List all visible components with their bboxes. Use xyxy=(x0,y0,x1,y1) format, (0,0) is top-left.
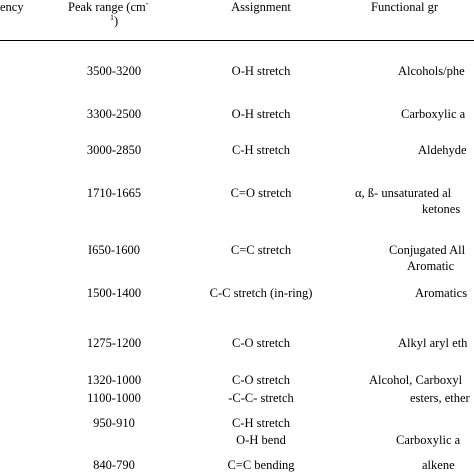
cell-functional-group: Aromatics xyxy=(415,286,468,300)
cell-peak-range: 1275-1200 xyxy=(86,336,142,350)
cell-functional-group: Alkyl aryl eth xyxy=(398,336,468,350)
cell-assignment: O-H stretch xyxy=(231,107,291,121)
cell-assignment: -C-C- stretch xyxy=(228,391,294,405)
cell-assignment: C-O stretch xyxy=(232,336,290,350)
header-functional-group: Functional gr xyxy=(371,0,439,14)
cell-peak-range: 3000-2850 xyxy=(86,143,142,157)
cell-peak-range: 3300-2500 xyxy=(86,107,142,121)
cell-peak-range: 1710-1665 xyxy=(86,186,142,200)
cell-functional-group: Alcohol, Carboxyl xyxy=(369,373,463,387)
cell-peak-range: 1320-1000 xyxy=(86,373,142,387)
cell-functional-group: Alcohols/phe xyxy=(398,64,465,78)
cell-assignment: C=C bending xyxy=(227,458,295,472)
cell-functional-group: Carboxylic a xyxy=(396,433,461,447)
cell-functional-group: Aldehyde xyxy=(418,143,467,157)
cell-assignment: C-O stretch xyxy=(232,373,290,387)
header-frequency: ency xyxy=(0,0,24,14)
cell-functional-group: Conjugated All xyxy=(389,243,466,257)
header-rule xyxy=(0,40,474,41)
cell-functional-group: esters, ether xyxy=(410,391,470,405)
header-assignment: Assignment xyxy=(231,0,291,14)
cell-assignment: C-H stretch xyxy=(232,143,290,157)
cell-functional-group-line2: Aromatic xyxy=(407,259,455,273)
cell-assignment: O-H stretch xyxy=(231,64,291,78)
cell-peak-range: 950-910 xyxy=(93,416,135,430)
header-peak-range: Peak range (cm- xyxy=(68,0,149,14)
cell-functional-group: α, ß- unsaturated al xyxy=(355,186,452,200)
cell-assignment: C=O stretch xyxy=(230,186,292,200)
cell-functional-group: Carboxylic a xyxy=(401,107,466,121)
header-peak-range-unit: 1) xyxy=(110,13,119,29)
cell-assignment: C-C stretch (in-ring) xyxy=(209,286,313,300)
cell-assignment-line2: O-H bend xyxy=(236,433,286,447)
cell-assignment: C-H stretch xyxy=(232,416,290,430)
cell-functional-group-line2: ketones xyxy=(422,202,461,216)
cell-peak-range: 1500-1400 xyxy=(86,286,142,300)
cell-peak-range: 1100-1000 xyxy=(87,391,141,405)
cell-peak-range: 3500-3200 xyxy=(86,64,142,78)
cell-functional-group: alkene xyxy=(422,458,455,472)
cell-assignment: C=C stretch xyxy=(230,243,292,257)
cell-peak-range: I650-1600 xyxy=(87,243,141,257)
cell-peak-range: 840-790 xyxy=(93,458,135,472)
